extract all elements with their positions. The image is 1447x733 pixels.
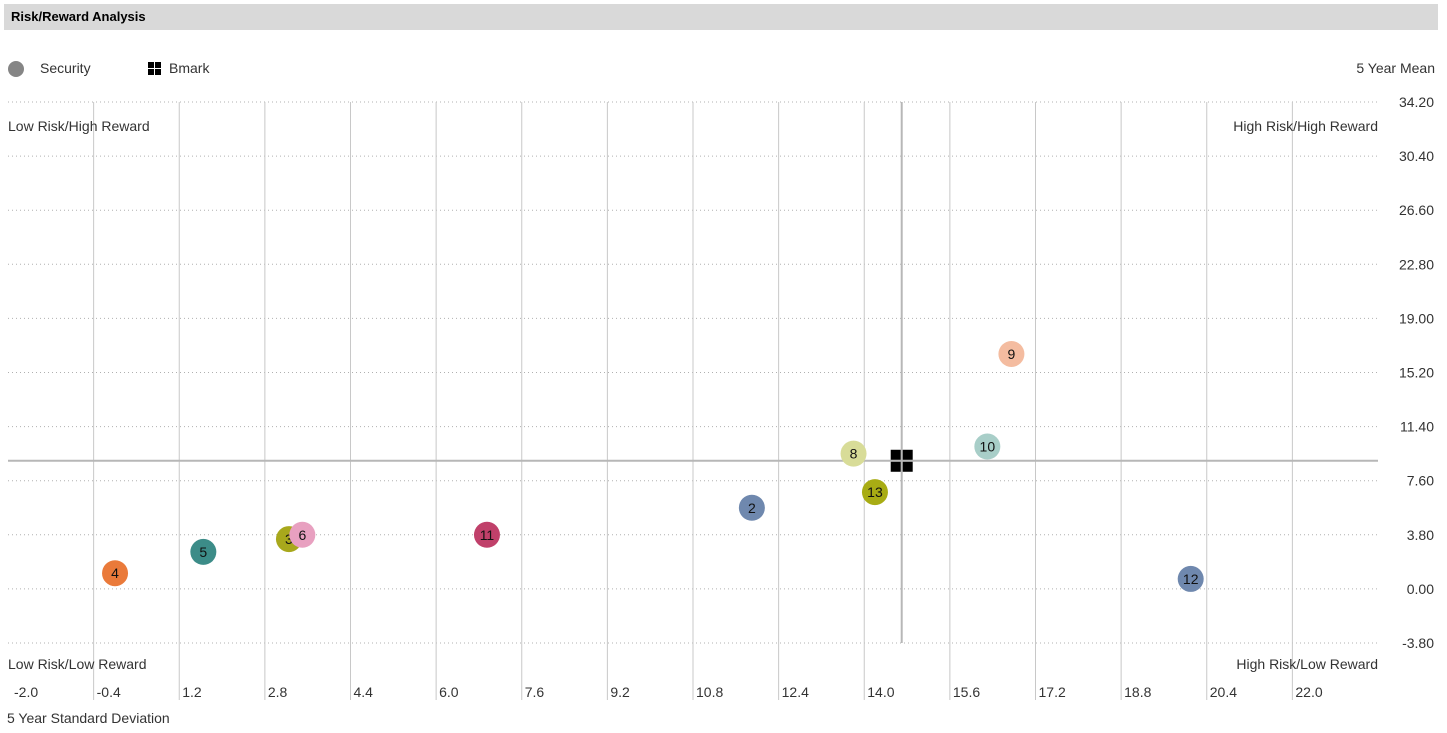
security-point-dot	[998, 340, 1025, 367]
security-point-dot	[861, 479, 888, 506]
y-tick-label: -3.80	[1402, 635, 1434, 651]
legend-bmark-label: Bmark	[169, 60, 210, 76]
security-point-label: 12	[1183, 571, 1199, 587]
security-point-label: 8	[850, 446, 858, 462]
y-tick-label: 34.20	[1399, 94, 1434, 110]
security-point[interactable]: 12	[1177, 565, 1204, 592]
security-point-dot	[473, 521, 500, 548]
bmark-square	[890, 461, 901, 472]
x-tick-label: 10.8	[696, 684, 723, 700]
benchmark-marker	[890, 449, 913, 472]
y-axis-title: 5 Year Mean	[1356, 60, 1435, 76]
security-dot-icon	[8, 61, 24, 77]
security-point-label: 6	[298, 527, 306, 543]
x-tick-label: 6.0	[439, 684, 459, 700]
bmark-square	[902, 461, 913, 472]
x-tick-label: -0.4	[97, 684, 121, 700]
x-tick-label: 15.6	[953, 684, 980, 700]
security-point[interactable]: 8	[840, 440, 867, 467]
bmark-square-icon	[148, 62, 162, 76]
security-point-dot	[102, 560, 129, 587]
x-tick-label: 17.2	[1039, 684, 1066, 700]
x-tick-label: 9.2	[610, 684, 630, 700]
grid-layer	[8, 101, 1378, 700]
security-point-dot	[738, 494, 765, 521]
x-tick-label: 20.4	[1210, 684, 1237, 700]
benchmark-crosshair	[8, 102, 1378, 643]
security-point[interactable]: 13	[861, 479, 888, 506]
bmark-square	[902, 449, 913, 460]
x-tick-label: 22.0	[1295, 684, 1322, 700]
security-point-label: 11	[480, 527, 495, 543]
y-tick-label: 30.40	[1399, 148, 1434, 164]
security-point[interactable]: 11	[473, 521, 500, 548]
security-point-dot	[1177, 565, 1204, 592]
tick-labels: 34.20 30.40 26.60 22.80 19.00 15.20 11.40 7.60 3…	[14, 94, 1434, 700]
section-header: Risk/Reward Analysis	[4, 4, 1438, 30]
x-tick-label: 14.0	[867, 684, 894, 700]
security-point-label: 13	[867, 484, 883, 500]
security-point-label: 5	[199, 544, 207, 560]
y-tick-label: 26.60	[1399, 202, 1434, 218]
bmark-square	[890, 449, 901, 460]
security-point-label: 10	[980, 439, 996, 455]
x-tick-label: 12.4	[782, 684, 809, 700]
security-point[interactable]: 5	[190, 538, 217, 565]
security-point[interactable]: 2	[738, 494, 765, 521]
security-point[interactable]: 9	[998, 340, 1025, 367]
security-point-label: 4	[111, 565, 119, 581]
security-point-dot	[974, 433, 1001, 460]
quadrant-bottom-left: Low Risk/Low Reward	[8, 656, 147, 672]
x-tick-label: -2.0	[14, 684, 38, 700]
security-point[interactable]: 4	[102, 560, 129, 587]
security-point-label: 2	[748, 500, 756, 516]
x-tick-label: 4.4	[354, 684, 374, 700]
x-tick-label: 1.2	[182, 684, 202, 700]
legend-security-label: Security	[40, 60, 91, 76]
y-tick-label: 15.20	[1399, 365, 1434, 381]
x-tick-label: 7.6	[525, 684, 545, 700]
security-point-dot	[840, 440, 867, 467]
security-point-dot	[289, 521, 316, 548]
security-point-label: 9	[1008, 346, 1016, 362]
quadrant-bottom-right: High Risk/Low Reward	[1236, 656, 1378, 672]
security-point[interactable]: 10	[974, 433, 1001, 460]
section-title: Risk/Reward Analysis	[11, 9, 146, 24]
quadrant-labels: Low Risk/High Reward High Risk/High Rewa…	[8, 118, 1378, 672]
security-point-label: 3	[285, 531, 293, 547]
quadrant-top-right: High Risk/High Reward	[1233, 118, 1378, 134]
security-point-dot	[190, 538, 217, 565]
quadrant-top-left: Low Risk/High Reward	[8, 118, 150, 134]
y-tick-label: 7.60	[1407, 473, 1434, 489]
y-tick-label: 0.00	[1407, 581, 1434, 597]
y-tick-label: 11.40	[1400, 419, 1434, 435]
y-tick-label: 19.00	[1399, 310, 1434, 326]
data-points: 4 5 3 6 11 2 8 13 10 9 12	[102, 340, 1204, 592]
x-tick-label: 18.8	[1124, 684, 1151, 700]
x-tick-label: 2.8	[268, 684, 288, 700]
y-tick-label: 22.80	[1399, 256, 1434, 272]
y-tick-label: 3.80	[1407, 527, 1434, 543]
security-point[interactable]: 6	[289, 521, 316, 548]
x-axis-title: 5 Year Standard Deviation	[7, 710, 170, 726]
